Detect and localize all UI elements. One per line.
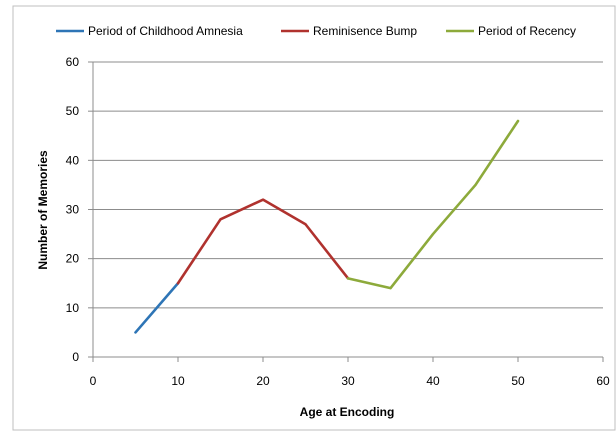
legend: Period of Childhood Amnesia Reminisence B… (56, 24, 576, 38)
y-tick-label-30: 30 (66, 203, 80, 217)
y-tick-label-20: 20 (66, 252, 80, 266)
series-lines (134, 119, 520, 334)
x-tick-labels: 0 10 20 30 40 50 60 (90, 357, 610, 388)
x-tick-label-10: 10 (171, 374, 185, 388)
series-line-2 (176, 198, 350, 285)
chart-border (12, 5, 616, 431)
y-tick-label-40: 40 (66, 153, 80, 167)
y-tick-label-50: 50 (66, 104, 80, 118)
x-tick-label-50: 50 (511, 374, 525, 388)
x-tick-label-60: 60 (596, 374, 610, 388)
legend-label-3: Period of Recency (478, 24, 576, 38)
x-tick-label-30: 30 (341, 374, 355, 388)
x-tick-label-20: 20 (256, 374, 270, 388)
legend-label-2: Reminisence Bump (313, 24, 417, 38)
y-tick-labels: 0 10 20 30 40 50 60 (66, 55, 93, 364)
y-axis-title: Number of Memories (36, 150, 50, 270)
series-line-1 (134, 281, 180, 334)
x-axis-title: Age at Encoding (300, 405, 395, 419)
x-tick-label-40: 40 (426, 374, 440, 388)
series-line-3 (346, 119, 520, 290)
grid-lines (93, 61, 603, 358)
y-tick-label-0: 0 (72, 350, 79, 364)
y-tick-label-60: 60 (66, 55, 80, 69)
x-tick-label-0: 0 (90, 374, 97, 388)
legend-label-1: Period of Childhood Amnesia (88, 24, 243, 38)
y-tick-label-10: 10 (66, 301, 80, 315)
